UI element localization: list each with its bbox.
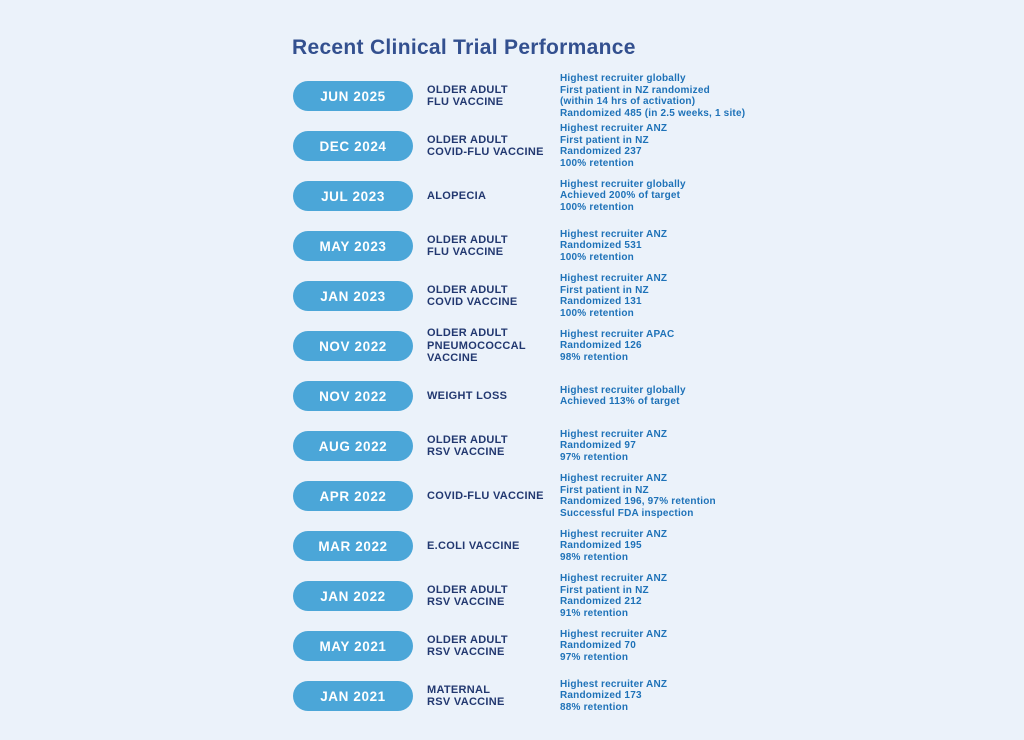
date-label: DEC 2024 — [319, 138, 387, 154]
trial-details: Highest recruiter ANZ First patient in N… — [560, 473, 716, 519]
date-label: JAN 2023 — [320, 288, 386, 304]
date-pill: AUG 2022 — [293, 431, 413, 461]
trial-name: WEIGHT LOSS — [427, 389, 508, 402]
trial-row: MAY 2021 OLDER ADULT RSV VACCINE Highest… — [293, 621, 820, 671]
page-title: Recent Clinical Trial Performance — [292, 36, 636, 60]
trial-details: Highest recruiter ANZ Randomized 173 88%… — [560, 678, 668, 713]
date-label: MAR 2022 — [318, 538, 388, 554]
trial-name: OLDER ADULT COVID VACCINE — [427, 283, 518, 309]
date-label: JAN 2022 — [320, 588, 386, 604]
trial-details: Highest recruiter ANZ Randomized 70 97% … — [560, 628, 668, 663]
trial-row: JAN 2022 OLDER ADULT RSV VACCINE Highest… — [293, 571, 820, 621]
trial-name: ALOPECIA — [427, 189, 487, 202]
trial-details: Highest recruiter ANZ Randomized 97 97% … — [560, 428, 668, 463]
trial-name: OLDER ADULT RSV VACCINE — [427, 583, 508, 609]
trial-row: JAN 2023 OLDER ADULT COVID VACCINE Highe… — [293, 271, 820, 321]
trial-details: Highest recruiter globally Achieved 200%… — [560, 178, 686, 213]
trial-name: MATERNAL RSV VACCINE — [427, 683, 505, 709]
date-pill: JAN 2021 — [293, 681, 413, 711]
trial-name: OLDER ADULT RSV VACCINE — [427, 633, 508, 659]
date-pill: APR 2022 — [293, 481, 413, 511]
trial-timeline: JUN 2025 OLDER ADULT FLU VACCINE Highest… — [293, 71, 820, 721]
trial-details: Highest recruiter globally Achieved 113%… — [560, 384, 686, 408]
date-pill: MAY 2023 — [293, 231, 413, 261]
trial-name: OLDER ADULT FLU VACCINE — [427, 233, 508, 259]
date-pill: JAN 2022 — [293, 581, 413, 611]
date-label: NOV 2022 — [319, 388, 387, 404]
date-pill: NOV 2022 — [293, 381, 413, 411]
trial-details: Highest recruiter ANZ Randomized 531 100… — [560, 228, 668, 263]
date-pill: MAY 2021 — [293, 631, 413, 661]
trial-row: NOV 2022 OLDER ADULT PNEUMOCOCCAL VACCIN… — [293, 321, 820, 371]
trial-row: NOV 2022 WEIGHT LOSS Highest recruiter g… — [293, 371, 820, 421]
trial-row: DEC 2024 OLDER ADULT COVID-FLU VACCINE H… — [293, 121, 820, 171]
trial-name: OLDER ADULT PNEUMOCOCCAL VACCINE — [427, 327, 526, 365]
trial-name: OLDER ADULT COVID-FLU VACCINE — [427, 133, 544, 159]
date-pill: JAN 2023 — [293, 281, 413, 311]
trial-name: COVID-FLU VACCINE — [427, 489, 544, 502]
trial-row: JAN 2021 MATERNAL RSV VACCINE Highest re… — [293, 671, 820, 721]
date-pill: DEC 2024 — [293, 131, 413, 161]
trial-row: APR 2022 COVID-FLU VACCINE Highest recru… — [293, 471, 820, 521]
trial-details: Highest recruiter ANZ Randomized 195 98%… — [560, 528, 668, 563]
date-pill: JUL 2023 — [293, 181, 413, 211]
trial-details: Highest recruiter APAC Randomized 126 98… — [560, 328, 675, 363]
date-label: JUL 2023 — [321, 188, 385, 204]
trial-details: Highest recruiter globally First patient… — [560, 73, 746, 119]
trial-details: Highest recruiter ANZ First patient in N… — [560, 273, 668, 319]
date-label: NOV 2022 — [319, 338, 387, 354]
trial-row: JUL 2023 ALOPECIA Highest recruiter glob… — [293, 171, 820, 221]
trial-name: OLDER ADULT FLU VACCINE — [427, 83, 508, 109]
date-label: APR 2022 — [319, 488, 387, 504]
trial-row: AUG 2022 OLDER ADULT RSV VACCINE Highest… — [293, 421, 820, 471]
date-pill: MAR 2022 — [293, 531, 413, 561]
date-pill: NOV 2022 — [293, 331, 413, 361]
date-label: MAY 2023 — [319, 238, 387, 254]
trial-name: OLDER ADULT RSV VACCINE — [427, 433, 508, 459]
trial-name: E.COLI VACCINE — [427, 539, 520, 552]
date-label: MAY 2021 — [319, 638, 387, 654]
date-label: AUG 2022 — [318, 438, 388, 454]
date-label: JUN 2025 — [320, 88, 386, 104]
trial-row: MAY 2023 OLDER ADULT FLU VACCINE Highest… — [293, 221, 820, 271]
trial-row: JUN 2025 OLDER ADULT FLU VACCINE Highest… — [293, 71, 820, 121]
date-pill: JUN 2025 — [293, 81, 413, 111]
trial-row: MAR 2022 E.COLI VACCINE Highest recruite… — [293, 521, 820, 571]
date-label: JAN 2021 — [320, 688, 386, 704]
trial-details: Highest recruiter ANZ First patient in N… — [560, 123, 668, 169]
trial-details: Highest recruiter ANZ First patient in N… — [560, 573, 668, 619]
